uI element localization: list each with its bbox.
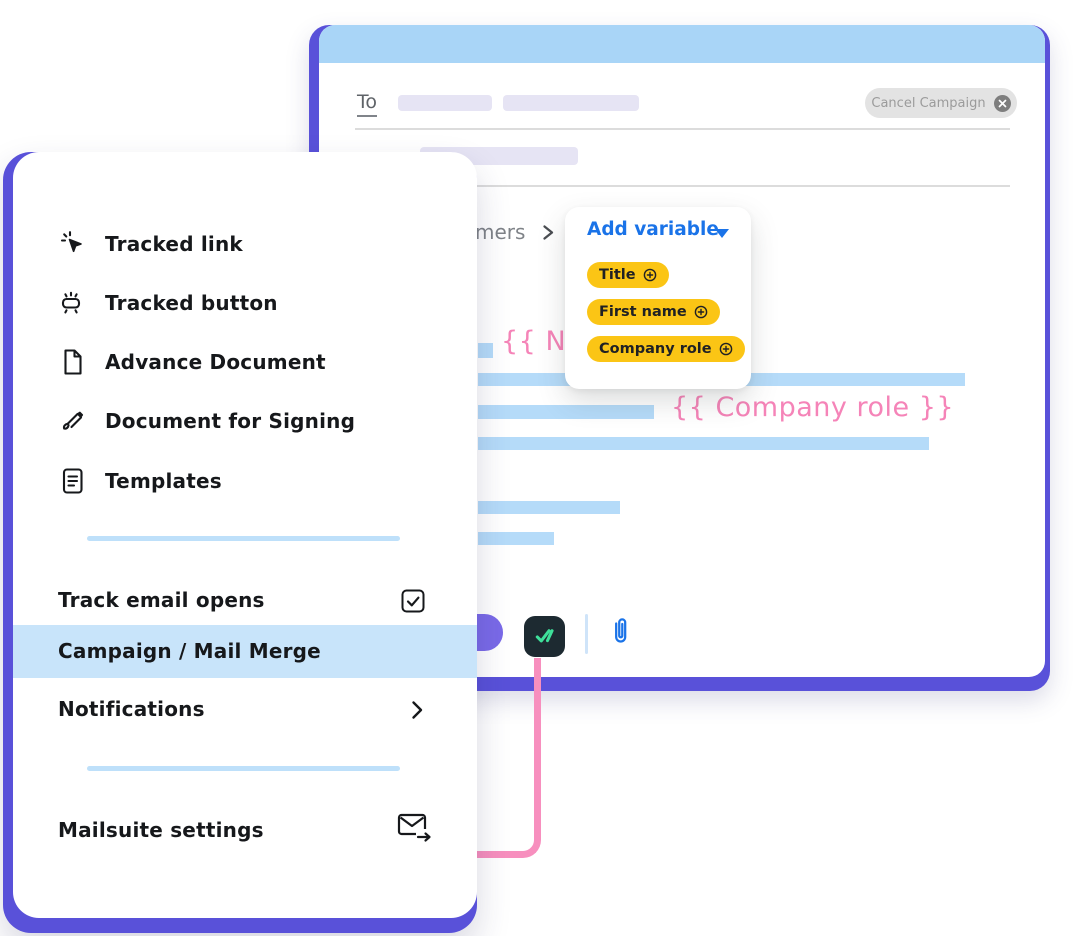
menu-item-tracked-button[interactable]: Tracked button [58,288,278,318]
recipients-partial-text: mers [475,220,526,244]
chevron-right-icon [543,224,554,240]
caret-down-icon[interactable] [715,229,729,238]
mailsuite-logo-button[interactable] [524,616,565,657]
cursor-click-icon [60,231,82,253]
signature-pen-icon [62,411,84,430]
add-variable-dropdown: Add variable Title First name Company ro… [565,207,751,389]
close-icon[interactable] [993,94,1011,112]
chevron-right-icon[interactable] [405,698,429,722]
compose-header-bar [319,25,1045,63]
recipient-placeholder-chip [398,95,492,111]
text-selection-block [478,343,493,358]
menu-item-track-email-opens[interactable]: Track email opens [58,588,265,612]
menu-item-campaign-mail-merge[interactable]: Campaign / Mail Merge [58,639,321,663]
plus-circle-icon [643,268,656,282]
menu-item-label: Tracked button [105,291,278,315]
merge-field-company-role: {{ Company role }} [671,392,955,423]
menu-item-advance-document[interactable]: Advance Document [58,347,326,377]
recipients-collapsed[interactable]: mers [475,220,555,244]
menu-item-templates[interactable]: Templates [58,466,222,496]
variable-pill-title[interactable]: Title [587,262,669,288]
menu-item-mailsuite-settings[interactable]: Mailsuite settings [58,818,264,842]
template-icon [62,468,83,494]
mailsuite-check-icon [535,629,554,643]
checkbox-checked-icon[interactable] [400,588,426,614]
mail-forward-icon[interactable] [396,811,434,845]
menu-item-notifications[interactable]: Notifications [58,697,205,721]
menu-divider [87,766,400,771]
body-text-placeholder [478,437,929,450]
plus-circle-icon [719,342,732,356]
menu-divider [87,536,400,541]
paperclip-icon [615,618,627,643]
menu-item-label: Advance Document [105,350,326,374]
menu-item-label: Tracked link [105,232,243,256]
variable-label: Title [599,267,636,283]
body-text-placeholder [478,501,620,514]
variable-pill-company-role[interactable]: Company role [587,336,745,362]
connector-line [477,658,541,858]
mailsuite-menu-card: Tracked link Tracked button Advance Docu… [13,152,477,918]
cancel-campaign-button[interactable]: Cancel Campaign [865,88,1017,118]
body-text-placeholder [478,532,554,545]
menu-item-campaign-highlight[interactable] [13,625,477,678]
menu-item-label: Document for Signing [105,409,356,433]
toolbar-divider [585,614,588,654]
attachment-button[interactable] [607,614,634,652]
plus-circle-icon [694,305,707,319]
menu-item-document-for-signing[interactable]: Document for Signing [58,406,355,436]
document-icon [64,349,82,375]
menu-item-label: Templates [105,469,222,493]
variable-label: First name [599,304,687,320]
recipient-placeholder-chip [503,95,639,111]
to-label: To [357,91,378,117]
variable-label: Company role [599,341,712,357]
divider [355,128,1010,130]
body-text-placeholder [478,405,654,419]
menu-item-tracked-link[interactable]: Tracked link [58,229,243,259]
add-variable-button[interactable]: Add variable [587,219,719,240]
variable-pill-first-name[interactable]: First name [587,299,720,325]
divider [355,185,1010,187]
tracked-button-icon [61,291,81,314]
cancel-campaign-label: Cancel Campaign [871,95,986,111]
